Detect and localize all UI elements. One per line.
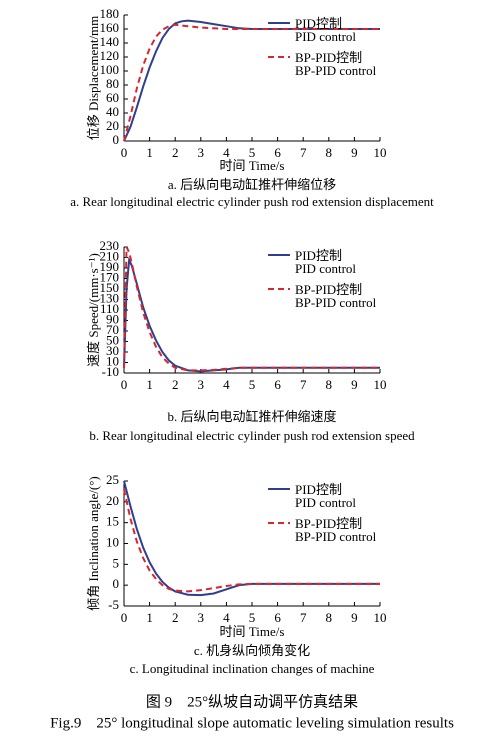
legend-label: BP-PID控制 BP-PID control — [295, 516, 377, 544]
x-tick-label: 10 — [374, 377, 387, 392]
data-line — [123, 489, 380, 593]
y-tick-label: 120 — [100, 48, 120, 63]
y-tick-label: 210 — [100, 248, 120, 263]
legend-label: BP-PID控制 BP-PID control — [295, 50, 377, 78]
y-tick-label: 25 — [106, 472, 119, 487]
x-tick-label: 8 — [326, 145, 333, 160]
y-axis-label: 倾角 Inclination angle/(°) — [86, 476, 101, 610]
y-axis-label: 位移 Displacement/mm — [86, 16, 101, 141]
x-tick-label: 8 — [326, 610, 333, 625]
x-tick-label: 6 — [274, 145, 281, 160]
y-tick-label: 10 — [106, 353, 119, 368]
legend-label: BP-PID控制 BP-PID control — [295, 282, 377, 310]
y-tick-label: 5 — [113, 555, 120, 570]
data-line — [123, 256, 380, 373]
y-tick-label: 60 — [106, 90, 119, 105]
caption-en: c. Longitudinal inclination changes of m… — [130, 661, 375, 676]
x-tick-label: 7 — [300, 145, 307, 160]
y-tick-label: 190 — [100, 259, 120, 274]
y-tick-label: 30 — [106, 343, 119, 358]
x-tick-label: 3 — [198, 610, 205, 625]
y-tick-label: 140 — [100, 34, 120, 49]
x-tick-label: 2 — [172, 610, 179, 625]
y-tick-label: 230 — [100, 238, 120, 253]
x-tick-label: 8 — [326, 377, 333, 392]
y-axis-label: 速度 Speed/(mm·s⁻¹) — [86, 253, 101, 367]
x-tick-label: 0 — [121, 145, 128, 160]
x-tick-label: 9 — [351, 377, 358, 392]
x-axis-label: 时间 Time/s — [220, 624, 285, 639]
x-tick-label: 3 — [198, 377, 205, 392]
x-tick-label: 2 — [172, 377, 179, 392]
y-tick-label: 50 — [106, 332, 119, 347]
x-tick-label: 4 — [223, 610, 230, 625]
caption-en: a. Rear longitudinal electric cylinder p… — [70, 194, 434, 209]
y-tick-label: -5 — [108, 597, 119, 612]
x-tick-label: 1 — [146, 145, 153, 160]
y-tick-label: 20 — [106, 493, 119, 508]
y-tick-label: 15 — [106, 514, 119, 529]
x-tick-label: 5 — [249, 145, 256, 160]
y-tick-label: 0 — [113, 132, 120, 147]
x-tick-label: 7 — [300, 377, 307, 392]
x-axis-label: 时间 Time/s — [220, 158, 285, 173]
legend-label: PID控制 PID control — [295, 248, 357, 276]
y-tick-label: 0 — [113, 576, 120, 591]
y-tick-label: 80 — [106, 76, 119, 91]
caption-zh: c. 机身纵向倾角变化 — [194, 643, 310, 658]
x-tick-label: 10 — [374, 610, 387, 625]
x-tick-label: 2 — [172, 145, 179, 160]
y-tick-label: 170 — [100, 269, 120, 284]
x-tick-label: 1 — [146, 377, 153, 392]
y-tick-label: 130 — [100, 290, 120, 305]
caption-zh: a. 后纵向电动缸推杆伸缩位移 — [168, 177, 336, 192]
x-tick-label: 9 — [351, 145, 358, 160]
x-tick-label: 0 — [121, 610, 128, 625]
x-tick-label: 4 — [223, 145, 230, 160]
x-tick-label: 1 — [146, 610, 153, 625]
x-tick-label: 10 — [374, 145, 387, 160]
x-tick-label: 7 — [300, 610, 307, 625]
data-line — [123, 246, 380, 372]
y-tick-label: 110 — [100, 301, 119, 316]
figure-caption-zh: 图 9 25°纵坡自动调平仿真结果 — [146, 692, 358, 710]
y-tick-label: -10 — [102, 364, 119, 379]
x-tick-label: 6 — [274, 610, 281, 625]
x-tick-label: 5 — [249, 377, 256, 392]
caption-zh: b. 后纵向电动缸推杆伸缩速度 — [167, 409, 336, 424]
data-line — [123, 23, 380, 142]
y-tick-label: 100 — [100, 62, 120, 77]
x-tick-label: 5 — [249, 610, 256, 625]
x-tick-label: 3 — [198, 145, 205, 160]
y-tick-label: 40 — [106, 104, 119, 119]
legend-label: PID控制 PID control — [295, 482, 357, 510]
y-tick-label: 150 — [100, 280, 120, 295]
y-tick-label: 90 — [106, 311, 119, 326]
y-tick-label: 160 — [100, 20, 120, 35]
legend-label: PID控制 PID control — [295, 16, 357, 44]
y-tick-label: 70 — [106, 322, 119, 337]
caption-en: b. Rear longitudinal electric cylinder p… — [89, 428, 415, 443]
y-tick-label: 180 — [100, 6, 120, 21]
figure-caption-en: Fig.9 25° longitudinal slope automatic l… — [50, 715, 454, 731]
x-tick-label: 0 — [121, 377, 128, 392]
y-tick-label: 20 — [106, 118, 119, 133]
x-tick-label: 6 — [274, 377, 281, 392]
x-tick-label: 4 — [223, 377, 230, 392]
x-tick-label: 9 — [351, 610, 358, 625]
y-tick-label: 10 — [106, 534, 119, 549]
